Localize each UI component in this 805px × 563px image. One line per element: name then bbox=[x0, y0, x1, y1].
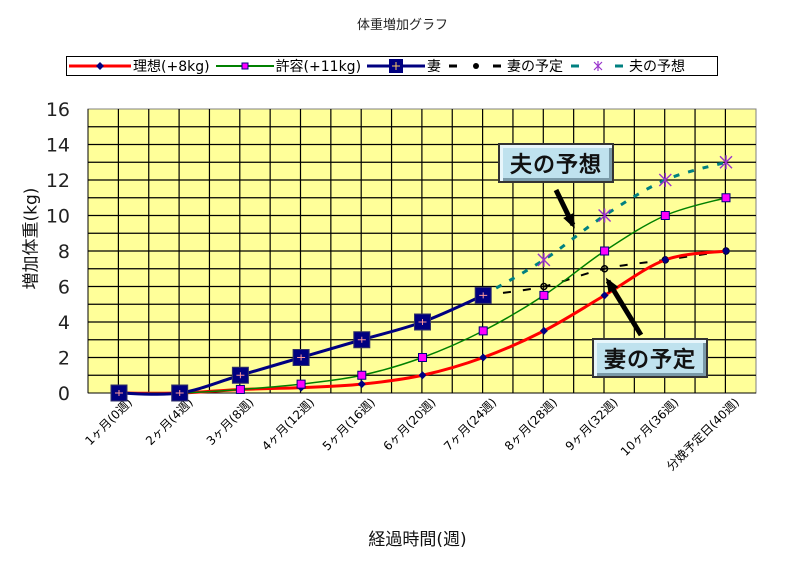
svg-text:5ヶ月(16週): 5ヶ月(16週) bbox=[320, 395, 378, 453]
legend-label-husband-forecast: 夫の予想 bbox=[629, 59, 686, 75]
legend-swatch-wife-icon bbox=[367, 59, 426, 73]
svg-text:1ヶ月(0週): 1ヶ月(0週) bbox=[82, 395, 135, 448]
svg-text:9ヶ月(32週): 9ヶ月(32週) bbox=[563, 395, 621, 453]
legend-swatch-husband-icon bbox=[571, 61, 624, 71]
svg-text:4ヶ月(12週): 4ヶ月(12週) bbox=[259, 395, 317, 453]
svg-text:7ヶ月(24週): 7ヶ月(24週) bbox=[441, 395, 499, 453]
legend-label-ideal: 理想(+8kg) bbox=[133, 59, 210, 75]
svg-text:4: 4 bbox=[58, 312, 70, 334]
svg-text:10ヶ月(36週): 10ヶ月(36週) bbox=[618, 395, 682, 459]
svg-text:16: 16 bbox=[46, 99, 70, 121]
svg-text:2: 2 bbox=[58, 348, 70, 370]
legend-label-allowed: 許容(+11kg) bbox=[275, 59, 362, 75]
svg-text:12: 12 bbox=[46, 170, 70, 192]
legend-swatch-wife-plan-icon bbox=[449, 63, 502, 69]
svg-text:8ヶ月(28週): 8ヶ月(28週) bbox=[502, 395, 560, 453]
chart-legend: 理想(+8kg) 許容(+11kg) 妻 妻の予定 夫の予想 bbox=[66, 56, 718, 76]
legend-item-ideal: 理想(+8kg) bbox=[69, 56, 210, 76]
legend-label-wife: 妻 bbox=[427, 59, 442, 75]
legend-item-allowed: 許容(+11kg) bbox=[215, 56, 362, 76]
svg-text:3ヶ月(8週): 3ヶ月(8週) bbox=[204, 395, 257, 448]
legend-swatch-ideal-icon bbox=[69, 62, 131, 70]
series-3 bbox=[483, 247, 730, 297]
legend-item-wife-plan: 妻の予定 bbox=[447, 56, 563, 76]
svg-text:10: 10 bbox=[46, 206, 70, 228]
svg-text:0: 0 bbox=[58, 383, 70, 405]
svg-text:6: 6 bbox=[58, 277, 70, 299]
chart-title: 体重増加グラフ bbox=[356, 18, 448, 33]
svg-text:14: 14 bbox=[46, 135, 70, 157]
callout-husband-forecast: 夫の予想 bbox=[498, 143, 614, 183]
x-axis-title: 経過時間(週) bbox=[368, 530, 467, 550]
svg-text:6ヶ月(20週): 6ヶ月(20週) bbox=[380, 395, 438, 453]
svg-text:分娩予定日(40週): 分娩予定日(40週) bbox=[663, 395, 742, 474]
legend-swatch-allowed-icon bbox=[215, 62, 274, 70]
svg-text:8: 8 bbox=[58, 241, 70, 263]
y-axis-title: 増加体重(kg) bbox=[21, 187, 42, 290]
legend-item-husband-forecast: 夫の予想 bbox=[569, 56, 685, 76]
svg-text:2ヶ月(4週): 2ヶ月(4週) bbox=[143, 395, 196, 448]
legend-item-wife: 妻 bbox=[367, 56, 441, 76]
series-2 bbox=[110, 286, 492, 402]
legend-label-wife-plan: 妻の予定 bbox=[507, 59, 564, 75]
callout-wife-plan: 妻の予定 bbox=[592, 338, 708, 378]
